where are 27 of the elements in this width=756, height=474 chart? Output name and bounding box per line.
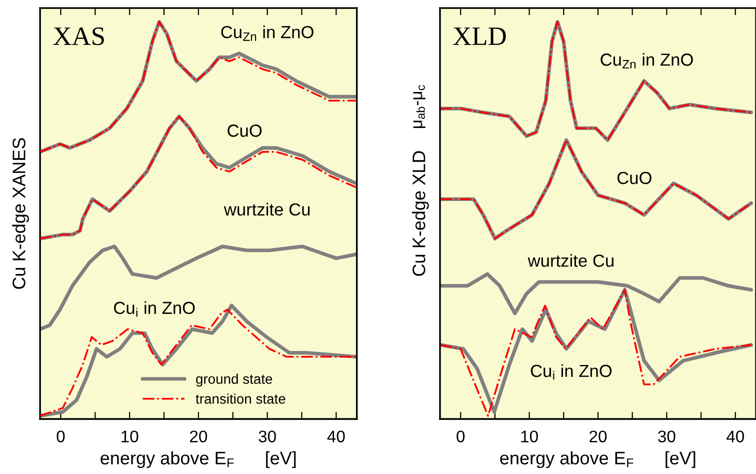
annotation: Cu$_{i}$ in ZnO — [530, 364, 612, 380]
text: energy above E$_{F}$ [eV] — [100, 451, 296, 468]
x-tick-label: 30 — [658, 430, 676, 442]
annotation: wurtzite Cu — [224, 202, 310, 216]
legend-label: transition state — [196, 394, 286, 404]
annotation: wurtzite Cu — [528, 254, 614, 267]
x-tick-label: 20 — [190, 430, 208, 442]
x-tick-label: 40 — [726, 430, 744, 442]
x-tick-label: 30 — [258, 430, 276, 442]
x-tick-label: 0 — [56, 430, 65, 442]
annotation: Cu$_{Zn}$ in ZnO — [221, 25, 314, 41]
annotation: Cu$_{Zn}$ in ZnO — [600, 53, 693, 68]
x-tick-label: 10 — [521, 430, 538, 442]
text: energy above E$_{F}$ [eV] — [500, 451, 696, 468]
annotation: CuO — [228, 124, 262, 137]
x-tick-label: 20 — [590, 430, 607, 442]
x-tick-label: 40 — [327, 430, 345, 442]
y-axis-title: Cu K-edge XANES — [12, 138, 29, 289]
x-tick-label: 10 — [122, 430, 138, 442]
legend-label: ground state — [196, 374, 272, 387]
annotation: CuO — [617, 172, 652, 184]
y-axis-title: Cu K-edge XLD — [412, 151, 429, 276]
x-tick-label: 0 — [456, 430, 465, 442]
text: μ$_{ab}$-μ$_{c}$ — [413, 85, 426, 128]
annotation: Cu$_{i}$ in ZnO — [114, 301, 195, 317]
annotation: XLD — [453, 28, 506, 45]
annotation: XAS — [53, 27, 104, 46]
